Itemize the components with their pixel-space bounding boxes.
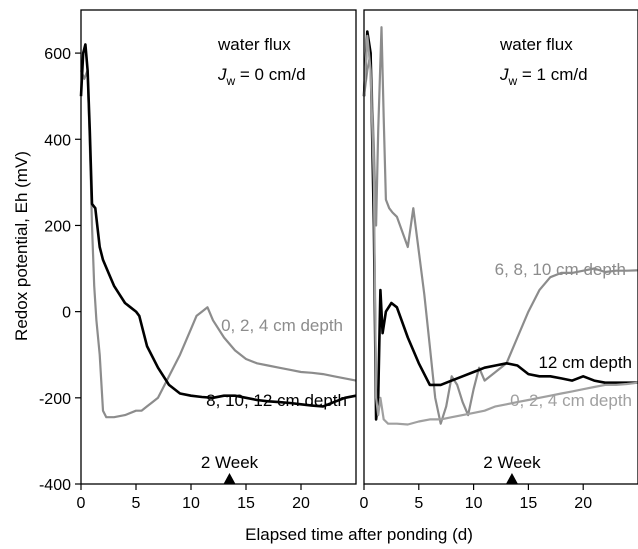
- left-panel: 0 5 10 15 20 600 400 200 0 -200 -400 water flux Jw =…: [39, 9, 357, 512]
- y-tick-label: -400: [39, 477, 71, 494]
- series-label-1-1: 12 cm depth: [538, 353, 632, 372]
- y-tick-label: -200: [39, 391, 71, 408]
- series-label-0-0: 0, 2, 4 cm depth: [221, 316, 343, 335]
- series-label-0-1: 8, 10, 12 cm depth: [206, 391, 347, 410]
- annotation-jw-value: Jw = 0 cm/d: [217, 65, 306, 88]
- annotation-water-flux: water flux: [499, 35, 573, 54]
- y-axis-label: Redox potential, Eh (mV): [12, 151, 31, 341]
- panel-frame: [80, 9, 357, 485]
- series-label-1-2: 0, 2, 4 cm depth: [510, 391, 632, 410]
- annotation-jw-value: Jw = 1 cm/d: [499, 65, 588, 88]
- x-tick-label: 5: [414, 495, 423, 512]
- y-tick-label: 0: [62, 305, 71, 322]
- series-line-0-0: [79, 69, 357, 419]
- two-week-marker-icon: [505, 473, 518, 484]
- two-week-marker-icon: [223, 473, 236, 484]
- x-axis-label: Elapsed time after ponding (d): [245, 525, 473, 544]
- series-line-1-1: [362, 30, 638, 421]
- panel-frame: [363, 9, 638, 485]
- series-line-1-0: [362, 26, 638, 425]
- series-line-1-2: [362, 34, 638, 426]
- series-line-0-1: [79, 43, 357, 408]
- two-week-label: 2 Week: [201, 453, 259, 472]
- y-tick-label: 400: [44, 132, 71, 149]
- x-tick-label: 20: [574, 495, 592, 512]
- x-tick-label: 15: [520, 495, 538, 512]
- x-tick-label: 15: [237, 495, 255, 512]
- x-tick-label: 0: [360, 495, 369, 512]
- two-week-label: 2 Week: [483, 453, 541, 472]
- x-tick-label: 10: [465, 495, 483, 512]
- y-tick-label: 600: [44, 46, 71, 63]
- x-tick-label: 20: [292, 495, 310, 512]
- right-panel: 0 5 10 15 20 water flux Jw = 1 cm/d 6, 8, 10 cm…: [360, 9, 638, 512]
- series-label-1-0: 6, 8, 10 cm depth: [495, 260, 626, 279]
- x-tick-label: 5: [132, 495, 141, 512]
- x-tick-label: 0: [77, 495, 86, 512]
- x-tick-label: 10: [182, 495, 200, 512]
- annotation-water-flux: water flux: [217, 35, 291, 54]
- y-tick-label: 200: [44, 218, 71, 235]
